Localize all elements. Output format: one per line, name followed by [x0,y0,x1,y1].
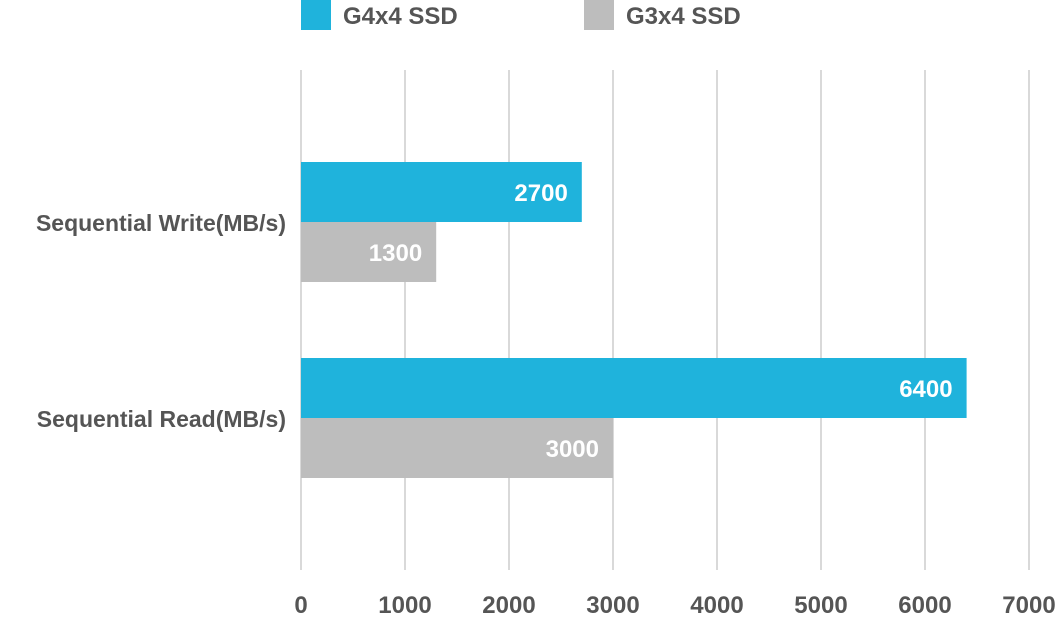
bar-g3x4-read [301,418,613,478]
category-labels: Sequential Write(MB/s) Sequential Read(MB… [36,210,286,432]
data-label: 3000 [546,436,599,463]
data-label: 6400 [899,376,952,403]
legend: G4x4 SSD G3x4 SSD [301,0,741,30]
legend-swatch-g3x4 [584,0,614,30]
bar-g4x4-write [301,162,582,222]
x-tick-label: 2000 [482,592,535,619]
data-label: 1300 [369,240,422,267]
x-tick-label: 5000 [794,592,847,619]
x-tick-label: 4000 [690,592,743,619]
bar-g4x4-read [301,358,967,418]
x-tick-label: 7000 [1002,592,1055,619]
x-tick-label: 1000 [378,592,431,619]
bar-g3x4-write [301,222,437,282]
x-tick-label: 0 [294,592,307,619]
category-label: Sequential Read(MB/s) [37,406,286,432]
legend-label: G3x4 SSD [626,3,741,30]
category-label: Sequential Write(MB/s) [36,210,286,236]
legend-swatch-g4x4 [301,0,331,30]
data-label: 2700 [514,180,567,207]
legend-label: G4x4 SSD [343,3,458,30]
grid-lines [300,70,1030,570]
bars [301,162,967,478]
x-axis-ticks: 0 1000 2000 3000 4000 5000 6000 7000 [294,592,1055,619]
data-labels: 2700 1300 6400 3000 [369,180,953,463]
x-tick-label: 3000 [586,592,639,619]
x-tick-label: 6000 [898,592,951,619]
